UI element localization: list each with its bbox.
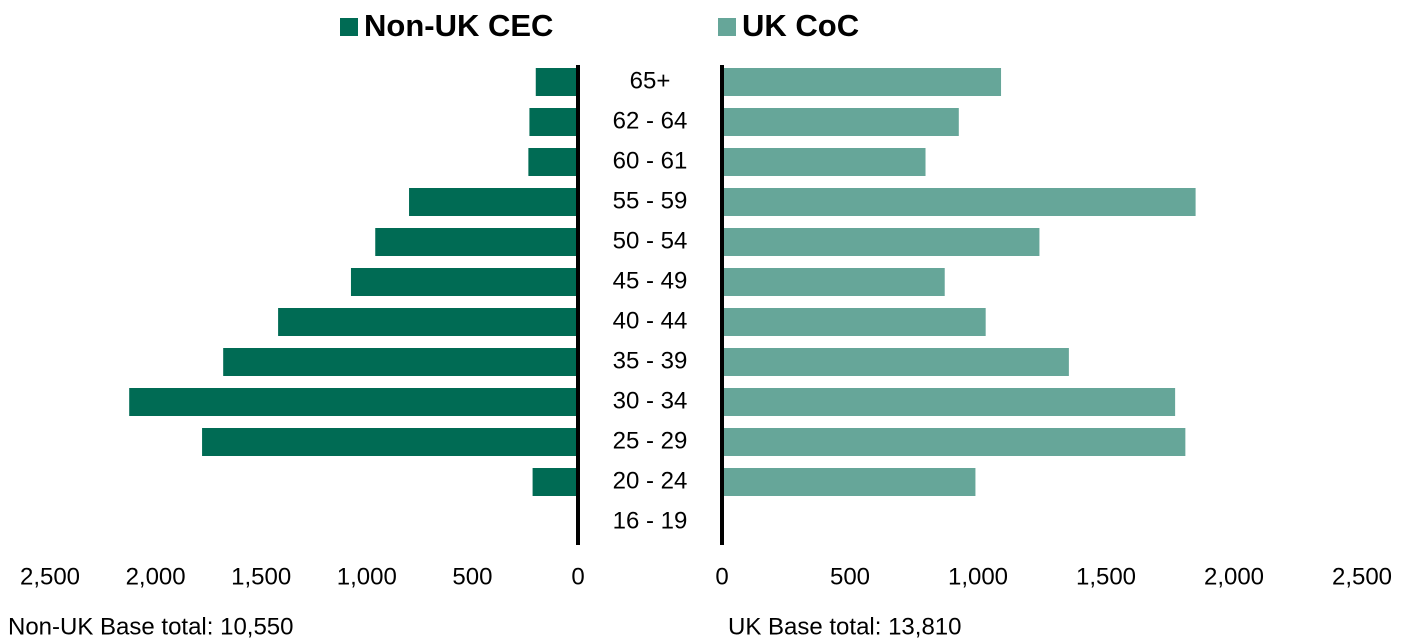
x-tick-label: 500 [830, 563, 870, 590]
bar [722, 388, 1176, 416]
x-tick-label: 2,500 [20, 563, 80, 590]
legend-swatch [718, 18, 736, 36]
bar [375, 228, 578, 256]
bar [722, 228, 1040, 256]
category-label: 62 - 64 [613, 107, 688, 134]
bar [529, 108, 578, 136]
bar [202, 428, 578, 456]
bar [722, 428, 1186, 456]
category-label: 16 - 19 [613, 507, 688, 534]
x-tick-label: 1,500 [1076, 563, 1136, 590]
x-tick-label: 0 [571, 563, 584, 590]
category-label: 55 - 59 [613, 187, 688, 214]
bar [722, 108, 959, 136]
x-tick-label: 500 [452, 563, 492, 590]
x-tick-label: 1,500 [231, 563, 291, 590]
category-label: 20 - 24 [613, 467, 688, 494]
category-label: 65+ [630, 67, 671, 94]
bar [223, 348, 578, 376]
bar [409, 188, 578, 216]
bar [722, 68, 1002, 96]
bar [278, 308, 578, 336]
legend-label: Non-UK CEC [364, 8, 553, 43]
x-tick-label: 2,500 [1332, 563, 1392, 590]
x-tick-label: 1,000 [337, 563, 397, 590]
footnote: UK Base total: 13,810 [728, 613, 961, 640]
bar [722, 148, 926, 176]
bar [535, 68, 578, 96]
bar [722, 268, 945, 296]
category-label: 60 - 61 [613, 147, 688, 174]
bar [722, 308, 986, 336]
category-label: 25 - 29 [613, 427, 688, 454]
category-label: 50 - 54 [613, 227, 688, 254]
category-label: 30 - 34 [613, 387, 688, 414]
x-tick-label: 2,000 [1204, 563, 1264, 590]
legend-label: UK CoC [742, 8, 859, 43]
bar [532, 468, 578, 496]
x-tick-label: 2,000 [126, 563, 186, 590]
x-tick-label: 1,000 [948, 563, 1008, 590]
legend-swatch [340, 18, 358, 36]
bar [722, 188, 1196, 216]
category-label: 45 - 49 [613, 267, 688, 294]
category-label: 40 - 44 [613, 307, 688, 334]
bar [722, 348, 1069, 376]
category-label: 35 - 39 [613, 347, 688, 374]
footnote: Non-UK Base total: 10,550 [8, 613, 294, 640]
x-tick-label: 0 [715, 563, 728, 590]
bar [350, 268, 578, 296]
bar [528, 148, 578, 176]
bar [722, 468, 976, 496]
bar [129, 388, 578, 416]
